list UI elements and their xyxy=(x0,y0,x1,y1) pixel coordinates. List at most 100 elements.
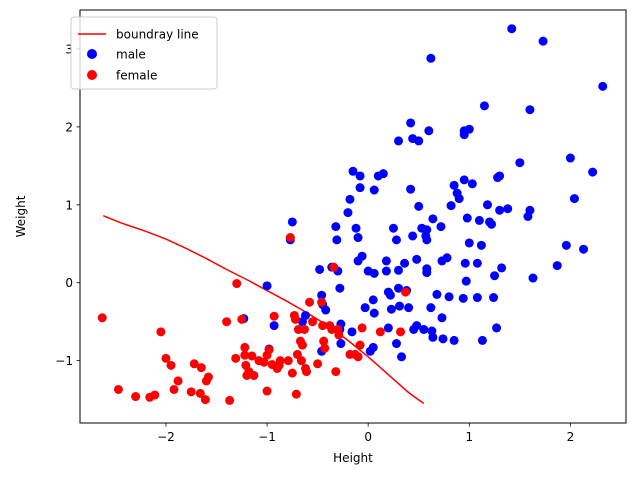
legend: boundray line male female xyxy=(70,16,218,90)
male-point xyxy=(464,238,474,248)
female-point xyxy=(331,367,341,377)
female-point xyxy=(308,317,318,327)
female-point xyxy=(353,352,363,362)
male-point xyxy=(348,166,358,176)
male-point xyxy=(355,171,365,181)
male-point xyxy=(369,308,379,318)
male-point xyxy=(336,339,346,349)
male-point xyxy=(459,175,469,185)
female-point xyxy=(237,314,247,324)
male-point xyxy=(351,223,361,233)
male-point xyxy=(397,352,407,362)
female-point xyxy=(231,353,241,363)
female-point xyxy=(396,327,406,337)
x-axis-label: Height xyxy=(333,451,373,465)
male-point xyxy=(446,201,456,211)
male-point xyxy=(408,231,418,241)
y-tick-label: 1 xyxy=(65,198,73,212)
male-point xyxy=(383,323,393,333)
female-point xyxy=(166,360,176,370)
plot-frame xyxy=(79,9,627,424)
points-layer xyxy=(97,24,608,405)
male-point xyxy=(442,253,452,263)
female-point xyxy=(203,372,213,382)
male-point xyxy=(412,321,422,331)
male-point xyxy=(262,281,272,291)
female-point xyxy=(196,363,206,373)
female-point xyxy=(247,351,257,361)
male-point xyxy=(552,261,562,271)
x-tick-label: 2 xyxy=(567,430,575,444)
male-point xyxy=(394,283,403,293)
boundary-line xyxy=(102,215,425,405)
male-point xyxy=(428,332,438,342)
male-point xyxy=(414,201,424,211)
y-axis-label: Weight xyxy=(14,195,28,237)
male-point xyxy=(419,324,429,334)
female-point xyxy=(150,390,160,400)
male-point xyxy=(487,219,497,229)
female-point xyxy=(225,395,235,405)
male-point xyxy=(343,208,353,218)
male-point xyxy=(404,303,414,313)
male-point xyxy=(472,258,482,268)
male-point xyxy=(525,105,535,115)
female-point xyxy=(169,384,179,394)
male-point xyxy=(474,215,484,225)
y-tick-label: 2 xyxy=(65,120,73,134)
male-point xyxy=(449,335,459,345)
x-tick-label: −1 xyxy=(258,430,276,444)
male-point xyxy=(406,118,416,128)
female-point xyxy=(264,345,274,355)
female-point xyxy=(299,324,309,334)
male-point xyxy=(353,233,363,243)
male-point xyxy=(422,268,432,278)
male-point xyxy=(345,194,355,204)
legend-male-swatch xyxy=(87,49,97,59)
male-point xyxy=(331,222,341,232)
female-point xyxy=(401,287,411,297)
male-point xyxy=(482,200,492,210)
y-tick-label: 3 xyxy=(65,42,73,56)
male-point xyxy=(395,301,405,311)
female-point xyxy=(290,314,300,324)
legend-female-swatch xyxy=(87,70,97,80)
male-point xyxy=(437,313,447,323)
male-point xyxy=(503,204,513,214)
legend-line-label: boundray line xyxy=(116,28,199,42)
male-point xyxy=(460,258,470,268)
male-point xyxy=(461,276,471,286)
legend-male-label: male xyxy=(116,48,146,62)
male-point xyxy=(287,217,297,227)
female-point xyxy=(301,367,311,377)
male-point xyxy=(495,171,505,181)
female-point xyxy=(259,357,269,367)
male-point xyxy=(269,321,279,331)
y-tick-label: −1 xyxy=(55,354,73,368)
female-point xyxy=(269,311,279,321)
male-point xyxy=(479,101,489,111)
male-point xyxy=(378,169,388,179)
male-point xyxy=(386,304,396,314)
male-point xyxy=(347,327,357,337)
male-point xyxy=(368,342,378,352)
male-point xyxy=(414,136,424,146)
male-point xyxy=(332,235,342,245)
male-point xyxy=(477,335,487,345)
female-point xyxy=(200,395,210,405)
male-point xyxy=(565,153,575,163)
male-point xyxy=(300,310,310,320)
male-point xyxy=(428,214,438,224)
female-point xyxy=(189,359,199,369)
male-point xyxy=(444,292,454,302)
female-point xyxy=(222,317,232,327)
female-point xyxy=(131,392,141,402)
male-point xyxy=(388,223,398,233)
male-point xyxy=(467,179,477,189)
plot-area xyxy=(97,24,608,405)
male-point xyxy=(400,258,410,268)
male-point xyxy=(381,266,391,276)
female-point xyxy=(291,389,301,399)
female-point xyxy=(334,330,344,340)
female-point xyxy=(249,370,259,380)
